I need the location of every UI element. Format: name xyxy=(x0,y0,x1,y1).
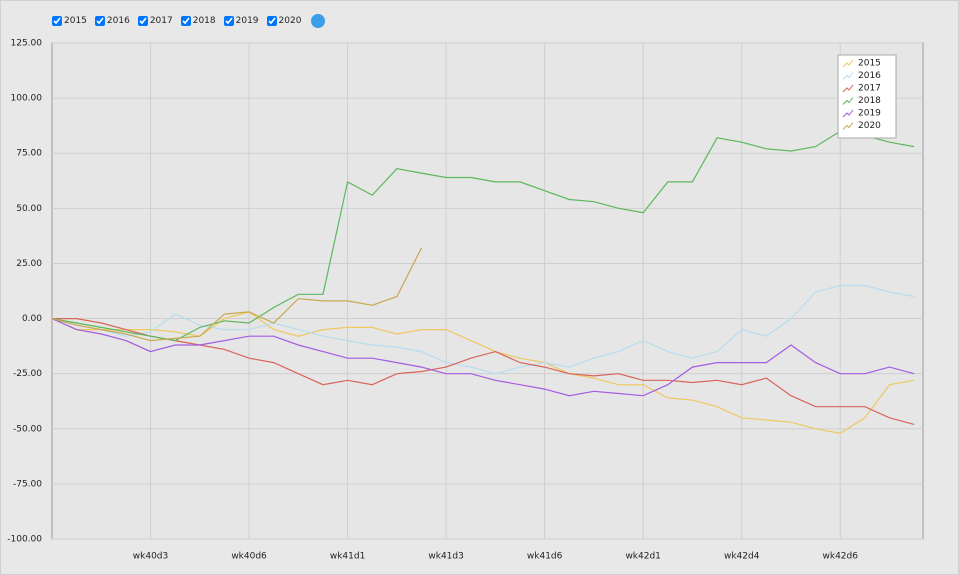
series-line xyxy=(51,284,915,375)
checkbox[interactable] xyxy=(52,16,62,26)
plot-area xyxy=(51,42,924,540)
checkbox-label: 2019 xyxy=(235,16,259,26)
checkbox[interactable] xyxy=(223,16,234,26)
legend-icon xyxy=(842,72,854,80)
y-tick-label: 100.00 xyxy=(11,94,43,104)
y-tick-label: -75.00 xyxy=(13,479,42,489)
legend-label: 2019 xyxy=(858,109,881,119)
legend-label: 2017 xyxy=(858,84,881,94)
checkbox-item[interactable]: 2015 xyxy=(52,16,87,26)
legend-icon xyxy=(842,84,854,93)
legend-icon xyxy=(842,97,854,105)
checkbox-item[interactable]: 2016 xyxy=(94,16,130,26)
checkbox[interactable] xyxy=(266,16,277,26)
checkbox-item[interactable]: 2019 xyxy=(223,16,259,26)
series-line xyxy=(51,318,915,397)
legend-label: 2020 xyxy=(858,121,881,131)
x-tick-label: wk42d1 xyxy=(625,552,660,562)
checkbox-item[interactable]: 2017 xyxy=(137,16,173,26)
x-tick-label: wk41d6 xyxy=(527,552,563,562)
checkbox[interactable] xyxy=(137,16,148,26)
checkbox-label: 2016 xyxy=(106,16,130,26)
checkbox[interactable] xyxy=(94,16,105,26)
y-tick-label: -25.00 xyxy=(13,369,42,379)
checkbox-item[interactable]: 2018 xyxy=(180,16,216,26)
legend: 2015 2016 2017 2018 2019 2020 xyxy=(837,54,897,139)
legend-icon xyxy=(842,109,854,118)
checkbox-item[interactable]: 2020 xyxy=(266,16,302,26)
y-tick-label: -100.00 xyxy=(7,535,42,545)
legend-icon xyxy=(842,59,854,68)
x-tick-label: wk42d6 xyxy=(823,552,859,562)
x-tick-label: wk40d3 xyxy=(133,552,168,562)
y-tick-label: 25.00 xyxy=(16,259,42,269)
y-tick-label: 50.00 xyxy=(16,204,42,214)
x-tick-label: wk42d4 xyxy=(724,552,760,562)
x-tick-label: wk41d3 xyxy=(428,552,463,562)
refresh-button[interactable] xyxy=(311,14,326,28)
legend-icon xyxy=(842,122,854,130)
checkbox[interactable] xyxy=(180,16,191,26)
checkbox-label: 2020 xyxy=(278,16,302,26)
legend-label: 2018 xyxy=(858,96,881,106)
series-line xyxy=(51,247,423,342)
y-tick-label: 0.00 xyxy=(22,314,42,324)
legend-label: 2016 xyxy=(858,71,881,81)
y-tick-label: 125.00 xyxy=(11,39,43,49)
legend-box xyxy=(837,54,897,139)
checkbox-label: 2017 xyxy=(149,16,173,26)
checkbox-label: 2015 xyxy=(64,16,87,26)
legend-label: 2015 xyxy=(858,59,881,69)
x-tick-label: wk40d6 xyxy=(231,552,267,562)
y-tick-label: 75.00 xyxy=(16,149,42,159)
y-tick-label: -50.00 xyxy=(13,424,42,434)
series-line xyxy=(51,311,915,434)
series-line xyxy=(52,318,915,425)
checkbox-label: 2018 xyxy=(192,16,216,26)
x-tick-label: wk41d1 xyxy=(330,552,365,562)
series-line xyxy=(51,130,915,342)
controls: 2015 2016 2017 2018 2019 2020 xyxy=(52,14,326,28)
